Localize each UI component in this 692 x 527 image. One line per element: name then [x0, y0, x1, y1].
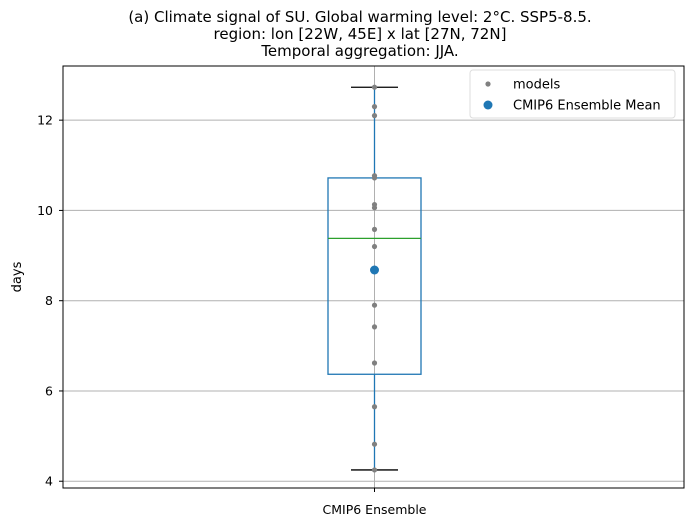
- y-tick-label-4: 4: [45, 474, 53, 489]
- model-point-2: [371, 404, 378, 410]
- title-line-2: region: lon [22W, 45E] x lat [27N, 72N]: [214, 25, 507, 43]
- y-axis-label: days: [10, 261, 25, 292]
- legend-label-models: models: [513, 78, 560, 93]
- x-axis: CMIP6 Ensemble: [323, 488, 427, 517]
- title-line-3: Temporal aggregation: JJA.: [260, 42, 458, 60]
- ensemble-mean-point: [370, 265, 379, 275]
- plot-frame: [62, 65, 685, 489]
- model-point-0: [371, 467, 378, 473]
- legend-label-mean: CMIP6 Ensemble Mean: [513, 99, 661, 114]
- y-tick-label-12: 12: [37, 113, 53, 128]
- title-line-1: (a) Climate signal of SU. Global warming…: [128, 8, 591, 26]
- model-point-15: [371, 84, 378, 90]
- model-point-4: [371, 324, 378, 330]
- y-tick-label-6: 6: [45, 383, 53, 398]
- model-point-13: [371, 113, 378, 119]
- chart-title: (a) Climate signal of SU. Global warming…: [128, 8, 591, 60]
- model-point-1: [371, 441, 378, 447]
- legend-box: [469, 69, 676, 119]
- y-tick-label-8: 8: [45, 293, 53, 308]
- grid: [63, 66, 684, 488]
- model-point-5: [371, 302, 378, 308]
- model-point-14: [371, 104, 378, 110]
- legend-marker-models: [485, 81, 491, 87]
- model-point-3: [371, 360, 378, 366]
- x-tick-label-0: CMIP6 Ensemble: [323, 502, 427, 517]
- legend: models CMIP6 Ensemble Mean: [469, 69, 676, 119]
- legend-marker-mean: [483, 100, 493, 110]
- model-point-12: [371, 173, 378, 179]
- plot-area: [327, 84, 422, 473]
- y-axis: 4 6 8 10 12: [37, 113, 63, 489]
- model-point-10: [371, 201, 378, 208]
- y-tick-label-10: 10: [37, 203, 53, 218]
- model-point-7: [371, 243, 378, 250]
- model-point-8: [371, 226, 378, 232]
